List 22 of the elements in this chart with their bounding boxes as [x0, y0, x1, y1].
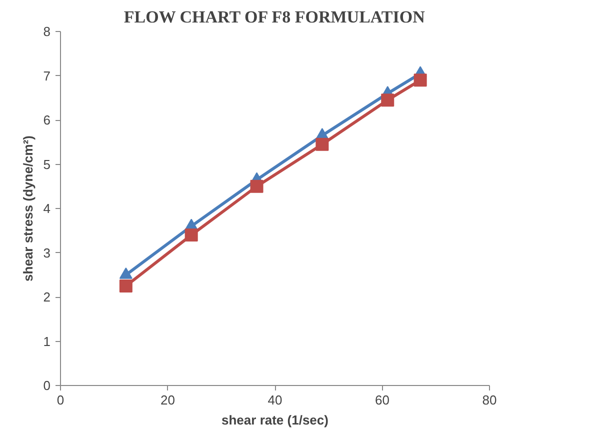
- x-tick-label: 0: [56, 392, 64, 408]
- point: [119, 267, 132, 279]
- y-tick-label: 3: [43, 245, 51, 260]
- y-tick-label: 7: [43, 68, 51, 84]
- point: [184, 228, 198, 242]
- x-tick-label: 80: [482, 392, 497, 408]
- x-axis-title: shear rate (1/sec): [222, 412, 328, 428]
- y-tick-label: 0: [43, 378, 51, 393]
- x-tick-label: 20: [160, 392, 175, 408]
- y-tick-label: 2: [43, 290, 51, 304]
- chart-title: FLOW CHART OF F8 FORMULATION: [124, 8, 426, 26]
- x-tick-label: 60: [375, 392, 390, 408]
- y-tick-label: 4: [43, 201, 51, 216]
- y-tick-label: 1: [43, 334, 51, 349]
- y-tick-label: 6: [43, 112, 51, 128]
- y-tick-label: 5: [43, 156, 51, 172]
- x-tick-label: 40: [268, 392, 282, 408]
- y-tick-label: 8: [43, 24, 51, 39]
- point: [250, 180, 264, 193]
- point: [316, 138, 329, 151]
- y-axis-title: shear stress (dyne/cm²): [20, 136, 36, 282]
- point: [119, 279, 132, 292]
